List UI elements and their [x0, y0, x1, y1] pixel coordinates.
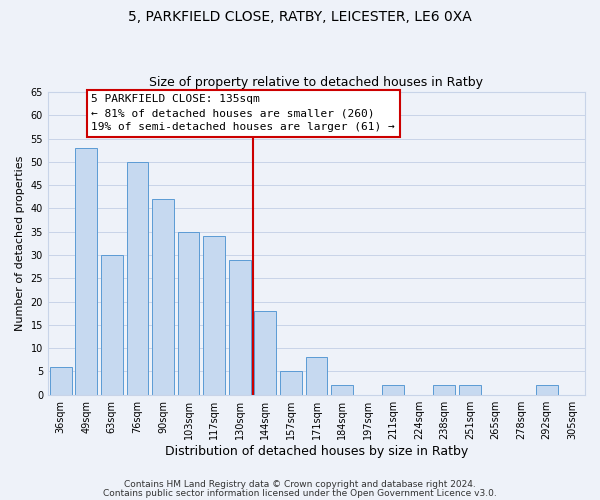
Text: 5 PARKFIELD CLOSE: 135sqm
← 81% of detached houses are smaller (260)
19% of semi: 5 PARKFIELD CLOSE: 135sqm ← 81% of detac… — [91, 94, 395, 132]
Text: Contains public sector information licensed under the Open Government Licence v3: Contains public sector information licen… — [103, 488, 497, 498]
Bar — [254, 311, 276, 394]
Bar — [305, 358, 328, 395]
Bar — [127, 162, 148, 394]
Bar — [50, 367, 71, 394]
Bar — [382, 386, 404, 394]
Bar — [152, 199, 174, 394]
Text: Contains HM Land Registry data © Crown copyright and database right 2024.: Contains HM Land Registry data © Crown c… — [124, 480, 476, 489]
X-axis label: Distribution of detached houses by size in Ratby: Distribution of detached houses by size … — [165, 444, 468, 458]
Bar — [536, 386, 557, 394]
Bar — [433, 386, 455, 394]
Bar — [76, 148, 97, 394]
Bar — [280, 372, 302, 394]
Y-axis label: Number of detached properties: Number of detached properties — [15, 156, 25, 331]
Bar — [331, 386, 353, 394]
Bar — [178, 232, 199, 394]
Bar — [229, 260, 251, 394]
Bar — [203, 236, 225, 394]
Bar — [459, 386, 481, 394]
Bar — [101, 255, 123, 394]
Title: Size of property relative to detached houses in Ratby: Size of property relative to detached ho… — [149, 76, 484, 90]
Text: 5, PARKFIELD CLOSE, RATBY, LEICESTER, LE6 0XA: 5, PARKFIELD CLOSE, RATBY, LEICESTER, LE… — [128, 10, 472, 24]
